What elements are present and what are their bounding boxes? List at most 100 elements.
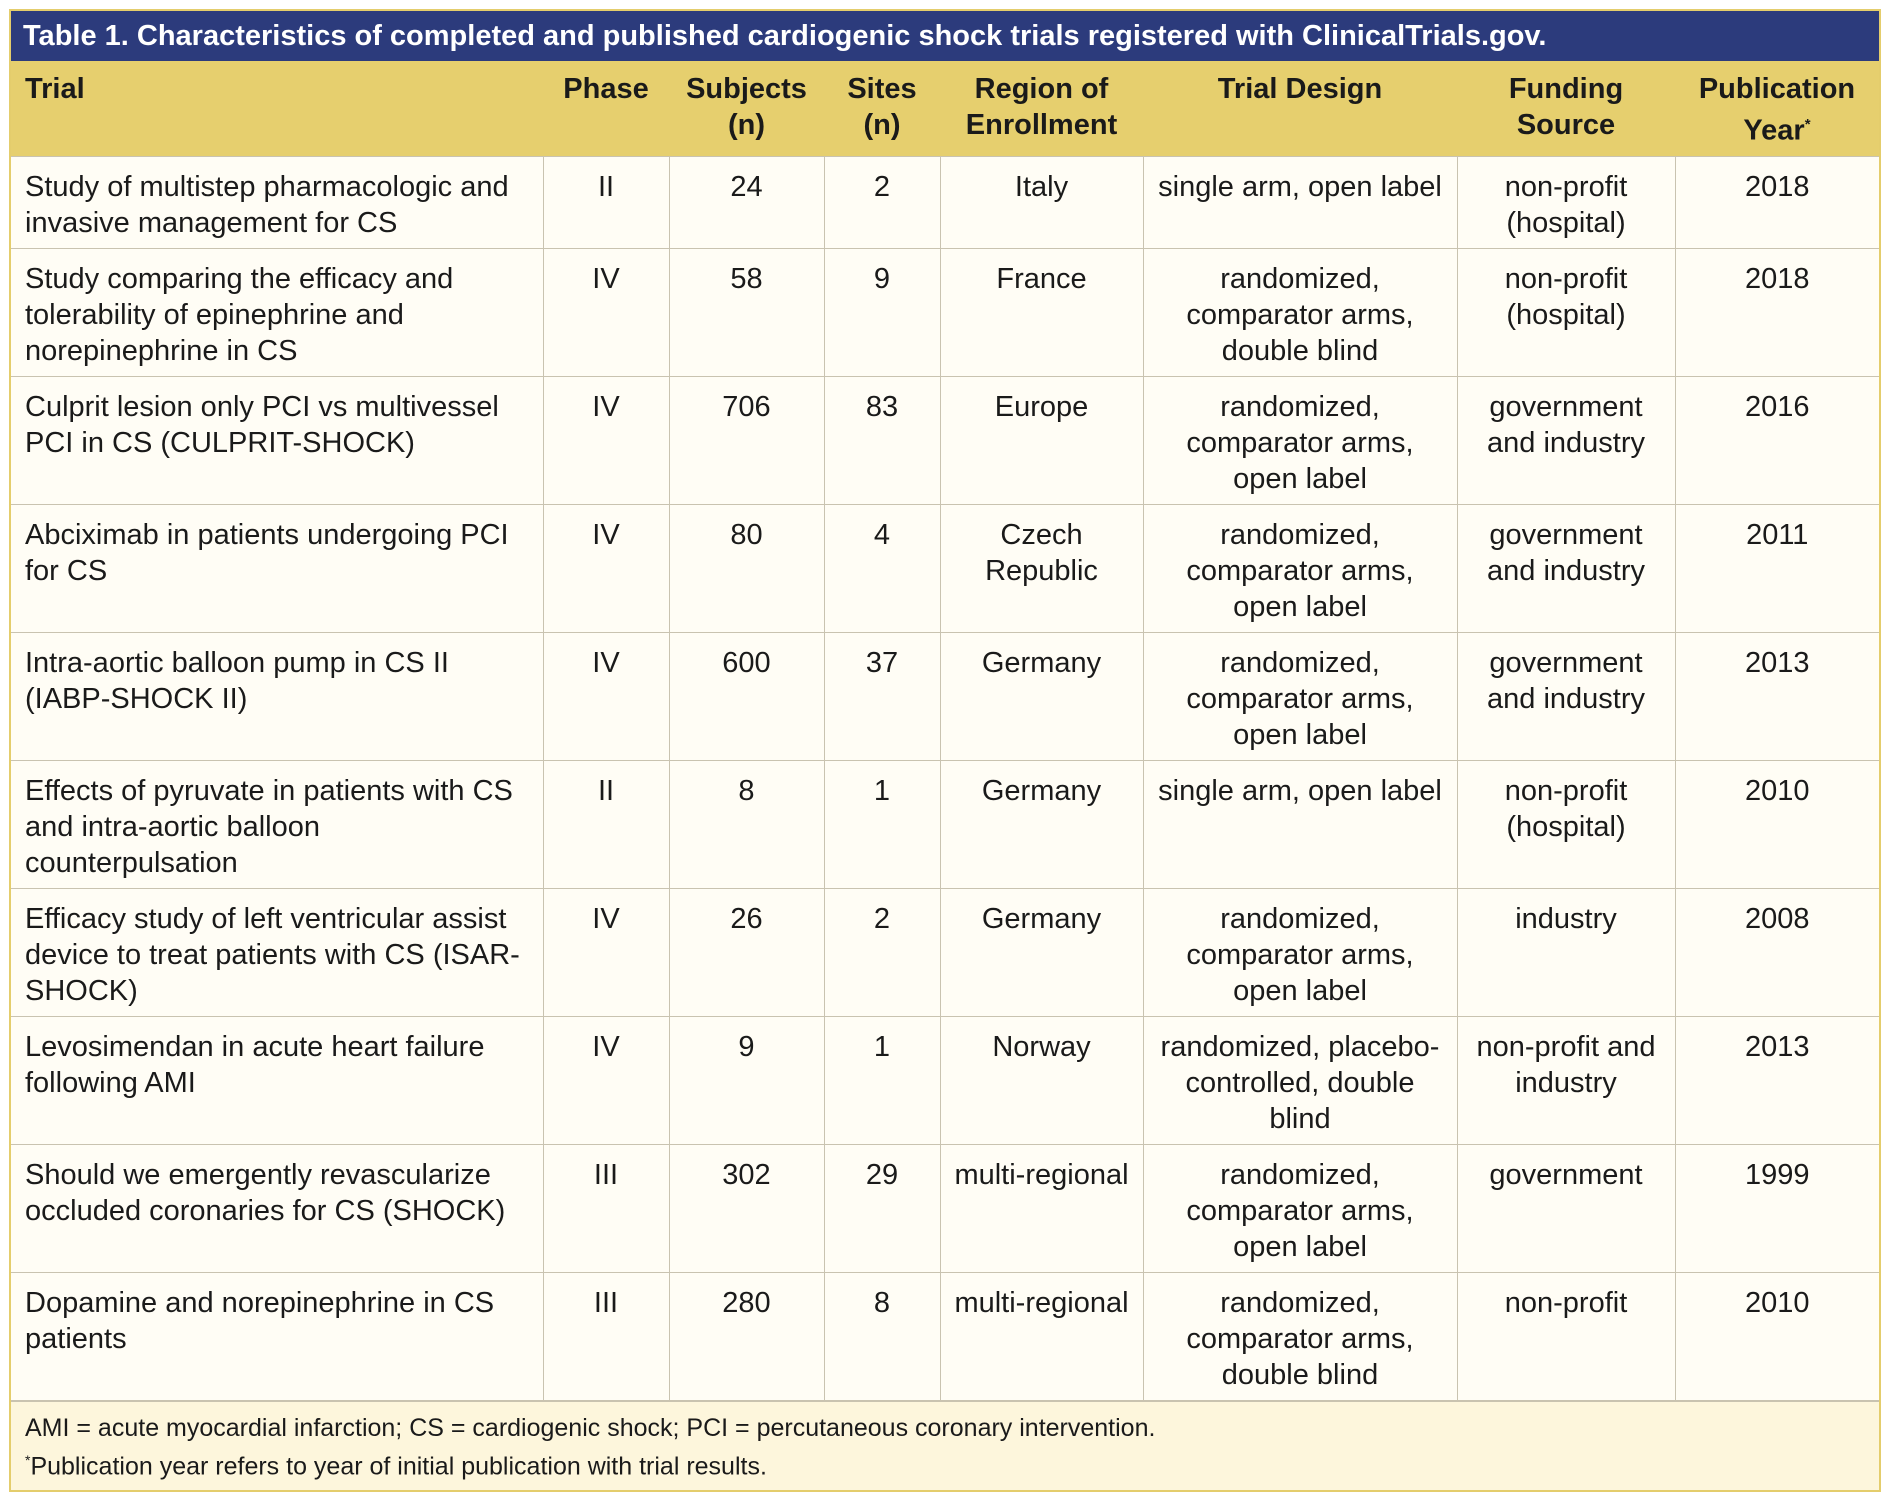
footnote: AMI = acute myocardial infarction; CS = … — [25, 1413, 1156, 1442]
table-cell: 302 — [668, 1143, 825, 1273]
table-cell: IV — [542, 1015, 670, 1145]
table-cell: III — [542, 1143, 670, 1273]
table-cell: 1 — [823, 1015, 941, 1145]
table-cell: government and industry — [1456, 503, 1676, 633]
table-cell: Study comparing the efficacy and tolerab… — [11, 247, 544, 377]
footnote-text: Publication year refers to year of initi… — [30, 1451, 767, 1480]
table-cell: 2 — [823, 887, 941, 1017]
table-cell: 2 — [823, 155, 941, 249]
header-text: Trial — [25, 73, 85, 105]
table-cell: non-profit and industry — [1456, 1015, 1676, 1145]
table-cell: randomized, comparator arms, open label — [1142, 1143, 1458, 1273]
table-row: Abciximab in patients undergoing PCI for… — [11, 503, 1879, 633]
table-cell: 280 — [668, 1271, 825, 1401]
header-text: Trial Design — [1217, 73, 1383, 105]
table-cell: non-profit (hospital) — [1456, 759, 1676, 889]
header-cell: Sites (n) — [824, 61, 940, 157]
table-row: Study comparing the efficacy and tolerab… — [11, 247, 1879, 377]
table-row: Effects of pyruvate in patients with CS … — [11, 759, 1879, 889]
table-cell: 58 — [668, 247, 825, 377]
table-cell: Germany — [939, 759, 1144, 889]
table-cell: randomized, comparator arms, open label — [1142, 375, 1458, 505]
table-cell: Germany — [939, 887, 1144, 1017]
table-cell: IV — [542, 887, 670, 1017]
header-cell: Funding Source — [1457, 61, 1675, 157]
table-cell: 8 — [668, 759, 825, 889]
table-body: Study of multistep pharmacologic and inv… — [11, 155, 1879, 1401]
table-cell: Dopamine and norepinephrine in CS patien… — [11, 1271, 544, 1401]
table-cell: 2010 — [1674, 1271, 1879, 1401]
table-cell: government and industry — [1456, 631, 1676, 761]
table-cell: 83 — [823, 375, 941, 505]
table-cell: 9 — [668, 1015, 825, 1145]
table-cell: 2018 — [1674, 247, 1879, 377]
table-cell: Levosimendan in acute heart failure foll… — [11, 1015, 544, 1145]
table-cell: Efficacy study of left ventricular assis… — [11, 887, 544, 1017]
table-row: Should we emergently revascularize occlu… — [11, 1143, 1879, 1273]
table-cell: randomized, comparator arms, double blin… — [1142, 247, 1458, 377]
table-cell: 4 — [823, 503, 941, 633]
table-cell: single arm, open label — [1142, 759, 1458, 889]
header-text: Publication Year — [1698, 73, 1856, 147]
table-cell: IV — [542, 247, 670, 377]
table-title: Table 1. Characteristics of completed an… — [11, 11, 1879, 61]
table-cell: Abciximab in patients undergoing PCI for… — [11, 503, 544, 633]
table-cell: 9 — [823, 247, 941, 377]
table-cell: 2011 — [1674, 503, 1879, 633]
table-cell: IV — [542, 503, 670, 633]
table-cell: III — [542, 1271, 670, 1401]
table-cell: Italy — [939, 155, 1144, 249]
header-row: Trial Phase Subjects (n) Sites (n) Region of… — [11, 61, 1879, 157]
table-row: Levosimendan in acute heart failure foll… — [11, 1015, 1879, 1145]
footnote: *Publication year refers to year of init… — [25, 1444, 1865, 1482]
table-cell: Norway — [939, 1015, 1144, 1145]
table-cell: 8 — [823, 1271, 941, 1401]
table-cell: randomized, comparator arms, open label — [1142, 887, 1458, 1017]
table-cell: 2008 — [1674, 887, 1879, 1017]
table-cell: randomized, placebo-controlled, double b… — [1142, 1015, 1458, 1145]
header-text: Sites (n) — [847, 73, 917, 141]
table-cell: single arm, open label — [1142, 155, 1458, 249]
table-cell: 29 — [823, 1143, 941, 1273]
table-cell: II — [542, 759, 670, 889]
table-cell: non-profit (hospital) — [1456, 247, 1676, 377]
table-cell: randomized, comparator arms, double blin… — [1142, 1271, 1458, 1401]
table-row: Efficacy study of left ventricular assis… — [11, 887, 1879, 1017]
table-cell: 24 — [668, 155, 825, 249]
header-cell: Publication Year* — [1675, 61, 1879, 157]
table-cell: non-profit (hospital) — [1456, 155, 1676, 249]
footnotes: AMI = acute myocardial infarction; CS = … — [11, 1400, 1879, 1490]
table-cell: 1999 — [1674, 1143, 1879, 1273]
table-cell: Effects of pyruvate in patients with CS … — [11, 759, 544, 889]
table-cell: 2013 — [1674, 1015, 1879, 1145]
table-cell: 2018 — [1674, 155, 1879, 249]
footnote-marker: * — [25, 1451, 31, 1468]
table-cell: government — [1456, 1143, 1676, 1273]
table-cell: Intra-aortic balloon pump in CS II (IABP… — [11, 631, 544, 761]
table-cell: industry — [1456, 887, 1676, 1017]
table-cell: 2016 — [1674, 375, 1879, 505]
table-cell: 706 — [668, 375, 825, 505]
table-cell: II — [542, 155, 670, 249]
table-cell: 80 — [668, 503, 825, 633]
table-cell: Culprit lesion only PCI vs multivessel P… — [11, 375, 544, 505]
table-cell: 2010 — [1674, 759, 1879, 889]
header-cell: Trial Design — [1143, 61, 1457, 157]
header-text: Phase — [563, 73, 649, 105]
table-cell: Study of multistep pharmacologic and inv… — [11, 155, 544, 249]
header-cell: Trial — [11, 61, 543, 157]
table-row: Study of multistep pharmacologic and inv… — [11, 155, 1879, 249]
table-cell: Germany — [939, 631, 1144, 761]
table-cell: randomized, comparator arms, open label — [1142, 631, 1458, 761]
table-cell: government and industry — [1456, 375, 1676, 505]
table-cell: IV — [542, 631, 670, 761]
table-cell: 26 — [668, 887, 825, 1017]
header-text: Subjects (n) — [686, 73, 807, 141]
table-row: Culprit lesion only PCI vs multivessel P… — [11, 375, 1879, 505]
table-cell: Europe — [939, 375, 1144, 505]
header-cell: Region of Enrollment — [940, 61, 1143, 157]
table: Trial Phase Subjects (n) Sites (n) Region of… — [11, 61, 1879, 1401]
table-row: Dopamine and norepinephrine in CS patien… — [11, 1271, 1879, 1401]
table-cell: 1 — [823, 759, 941, 889]
table-cell: non-profit — [1456, 1271, 1676, 1401]
